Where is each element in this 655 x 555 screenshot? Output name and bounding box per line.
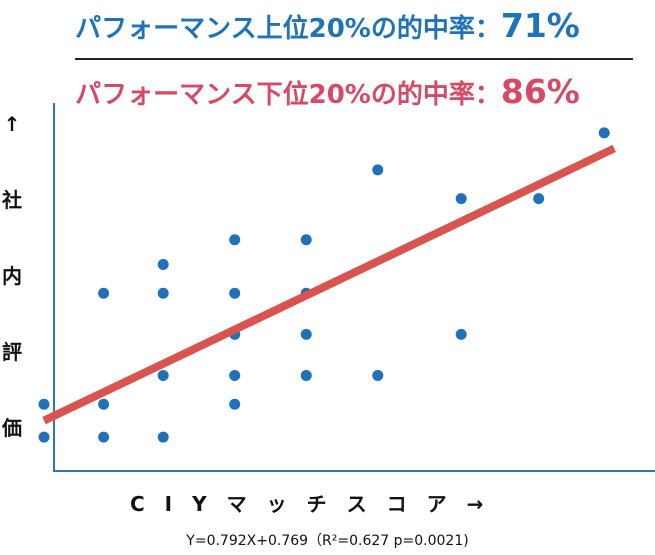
y-axis-label-char: 評 xyxy=(2,340,22,364)
bottom-title-text: パフォーマンス下位20%の的中率： xyxy=(75,80,501,110)
data-point xyxy=(300,234,312,246)
data-point xyxy=(598,127,610,139)
data-point xyxy=(372,369,384,381)
data-point xyxy=(455,193,467,205)
data-point xyxy=(300,369,312,381)
axes xyxy=(53,103,655,472)
data-point xyxy=(157,258,169,270)
data-point xyxy=(157,287,169,299)
data-point xyxy=(157,369,169,381)
top-title-value: 71% xyxy=(500,6,580,45)
data-point xyxy=(455,328,467,340)
top-title-text: パフォーマンス上位20%の的中率： xyxy=(75,14,501,44)
y-axis-label-char: 内 xyxy=(2,264,22,288)
data-point xyxy=(533,193,545,205)
data-point xyxy=(157,431,169,443)
data-point xyxy=(38,431,50,443)
trendline-group xyxy=(42,144,616,425)
x-axis-label: CIYマッチスコア→ xyxy=(130,492,504,516)
data-point xyxy=(98,431,110,443)
y-axis-label-char: 価 xyxy=(2,416,22,440)
data-point xyxy=(98,287,110,299)
bottom-title-value: 86% xyxy=(500,72,580,111)
data-point xyxy=(38,398,50,410)
data-point xyxy=(229,369,241,381)
regression-equation: Y=0.792X+0.769（R²=0.627 p=0.0021) xyxy=(186,533,469,549)
bottom-performer-hit-rate-title: パフォーマンス下位20%の的中率：86% xyxy=(0,72,655,111)
y-axis-label-char: ↑ xyxy=(3,112,21,136)
trendline xyxy=(42,144,616,425)
data-point xyxy=(372,164,384,176)
title-divider xyxy=(75,58,633,60)
y-axis-label-char: 社 xyxy=(2,188,22,212)
data-point xyxy=(229,287,241,299)
data-point xyxy=(300,328,312,340)
data-point xyxy=(229,398,241,410)
y-axis-label: ↑ 社内評価 xyxy=(0,112,24,440)
data-point xyxy=(229,234,241,246)
top-performer-hit-rate-title: パフォーマンス上位20%の的中率：71% xyxy=(0,6,655,45)
data-point xyxy=(98,398,110,410)
